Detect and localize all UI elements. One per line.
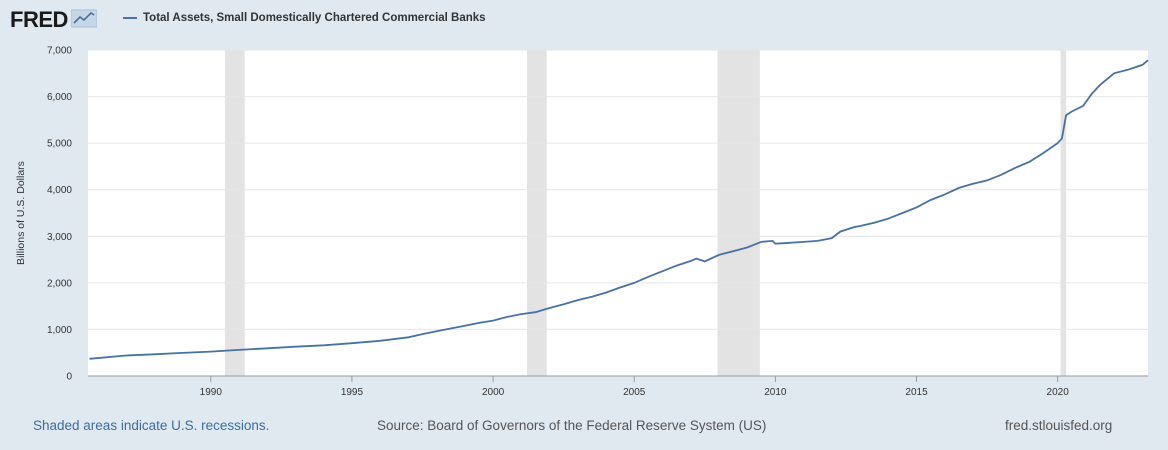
y-tick-label: 3,000 — [47, 232, 72, 243]
x-tick-label: 2015 — [905, 387, 928, 398]
line-chart: 0 1,000 2,000 3,000 4,000 5,000 6,000 7,000 199… — [15, 46, 1149, 398]
y-tick-label: 7,000 — [47, 46, 72, 57]
recession-band — [224, 50, 245, 376]
x-axis-ticks: 1990 1995 2000 2005 2010 2015 2020 — [200, 376, 1070, 398]
series-line — [89, 59, 1149, 360]
x-tick-label: 1990 — [200, 387, 223, 398]
y-tick-label: 0 — [66, 372, 72, 383]
recession-band — [717, 50, 760, 376]
plot-area — [88, 50, 1148, 376]
y-tick-label: 1,000 — [47, 325, 72, 336]
recession-bands — [224, 50, 1067, 376]
y-axis-label: Billions of U.S. Dollars — [15, 161, 27, 265]
recession-band — [526, 50, 547, 376]
x-tick-label: 1995 — [341, 387, 364, 398]
y-tick-label: 4,000 — [47, 185, 72, 196]
fred-logo[interactable]: FRED — [10, 7, 68, 32]
y-axis-ticks: 0 1,000 2,000 3,000 4,000 5,000 6,000 7,000 — [47, 46, 72, 383]
site-link[interactable]: fred.stlouisfed.org — [1005, 418, 1113, 433]
y-tick-label: 6,000 — [47, 92, 72, 103]
recession-note-link[interactable]: Shaded areas indicate U.S. recessions. — [33, 418, 270, 433]
x-tick-label: 2020 — [1047, 387, 1070, 398]
y-tick-label: 2,000 — [47, 278, 72, 289]
y-tick-label: 5,000 — [47, 139, 72, 150]
x-tick-label: 2010 — [764, 387, 787, 398]
x-tick-label: 2000 — [482, 387, 505, 398]
legend-swatch — [123, 17, 137, 19]
source-text: Source: Board of Governors of the Federa… — [377, 418, 767, 433]
gridlines — [88, 49, 1148, 377]
chart-legend: Total Assets, Small Domestically Charter… — [123, 12, 486, 24]
recession-band — [1060, 50, 1067, 376]
x-tick-label: 2005 — [623, 387, 646, 398]
legend-series-label: Total Assets, Small Domestically Charter… — [143, 12, 486, 24]
